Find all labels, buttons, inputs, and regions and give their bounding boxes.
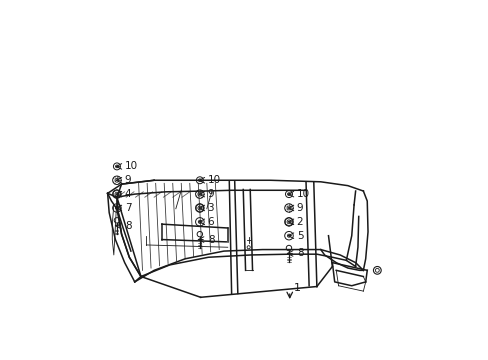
Text: 6: 6 bbox=[207, 217, 214, 227]
Text: 9: 9 bbox=[124, 175, 131, 185]
Text: 10: 10 bbox=[207, 175, 220, 185]
Text: 5: 5 bbox=[296, 231, 303, 241]
Text: 10: 10 bbox=[124, 161, 138, 171]
Text: 4: 4 bbox=[124, 189, 131, 199]
Text: 8: 8 bbox=[125, 221, 132, 231]
Text: 1: 1 bbox=[293, 283, 300, 293]
Text: 10: 10 bbox=[296, 189, 309, 199]
Text: 8: 8 bbox=[297, 248, 304, 258]
Text: 2: 2 bbox=[296, 217, 303, 227]
Text: 3: 3 bbox=[207, 203, 214, 213]
Text: 7: 7 bbox=[124, 203, 131, 213]
Text: 8: 8 bbox=[208, 235, 215, 244]
Text: 9: 9 bbox=[207, 189, 214, 199]
Text: 9: 9 bbox=[296, 203, 303, 213]
